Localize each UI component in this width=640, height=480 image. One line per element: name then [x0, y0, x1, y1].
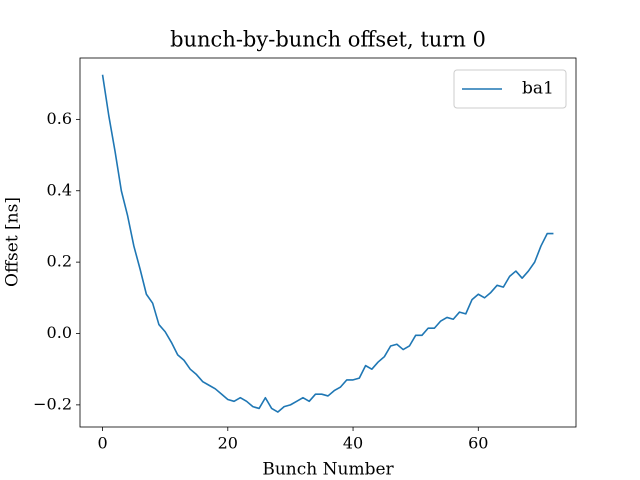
y-tick-label: 0.4 [47, 180, 72, 199]
y-tick-label: 0.0 [47, 323, 72, 342]
x-tick-label: 40 [343, 434, 363, 453]
y-tick-label: 0.2 [47, 252, 72, 271]
y-axis-label: Offset [ns] [3, 197, 23, 287]
data-line [101, 74, 554, 413]
plot-frame [79, 57, 577, 428]
x-axis-label: Bunch Number [262, 460, 394, 480]
legend-label: ba1 [522, 79, 554, 99]
x-tick-label: 20 [218, 434, 238, 453]
y-tick-label: −0.2 [33, 394, 72, 413]
chart-title: bunch-by-bunch offset, turn 0 [170, 28, 486, 52]
x-tick-label: 60 [468, 434, 488, 453]
y-tick-label: 0.6 [47, 109, 72, 128]
x-tick-label: 0 [97, 434, 107, 453]
legend-box [453, 69, 567, 109]
